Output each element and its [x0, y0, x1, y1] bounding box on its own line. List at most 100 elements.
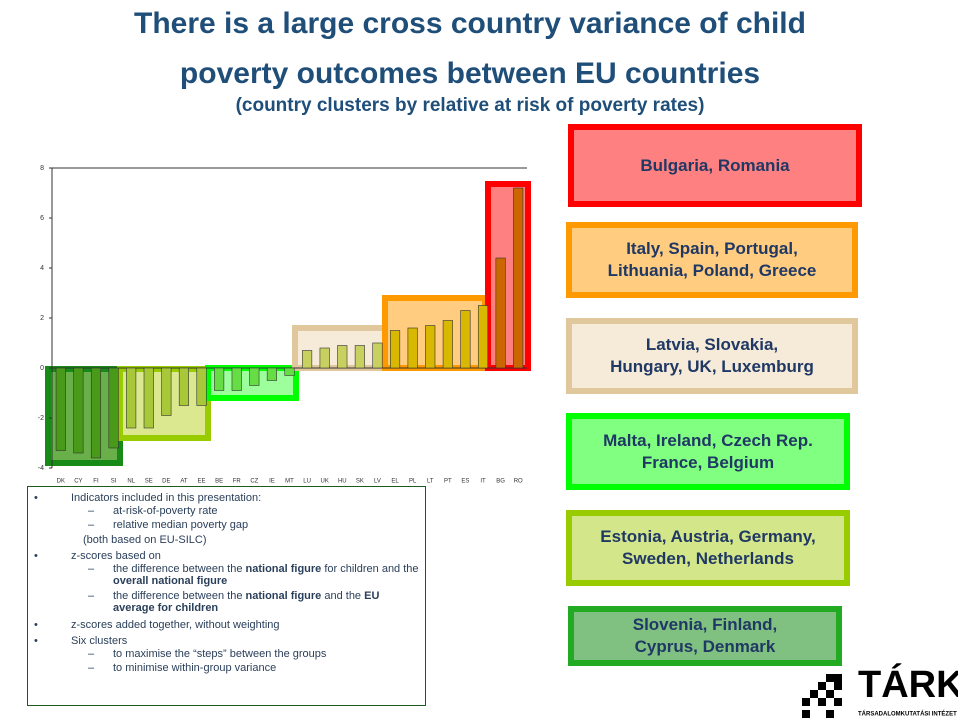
x-tick-label: SK [356, 479, 364, 485]
note-sub: the difference between the national figu… [28, 563, 419, 588]
logo-subtitle: TÁRSADALOMKUTATÁSI INTÉZET RT. [858, 710, 958, 718]
bar [407, 327, 418, 369]
bar [126, 367, 137, 429]
bar [319, 347, 330, 369]
y-tick-label: -2 [38, 415, 44, 422]
note-part: for children and the [321, 562, 419, 575]
cluster-line: France, Belgium [641, 452, 775, 472]
bar [231, 367, 242, 391]
x-tick-label: EL [391, 479, 399, 485]
note-part: and the [321, 589, 365, 602]
note-sub: to minimise within-group variance [28, 662, 419, 675]
x-tick-label: MT [285, 479, 294, 485]
bar [90, 367, 102, 459]
x-tick-label: RO [514, 479, 523, 485]
x-tick-label: LV [374, 479, 381, 485]
x-tick-label: DK [57, 479, 65, 485]
y-tick-label: 4 [40, 265, 44, 272]
note-after: (both based on EU-SILC) [83, 533, 207, 546]
y-tick-label: 8 [40, 165, 44, 172]
cluster-line: Malta, Ireland, Czech Rep. [603, 430, 813, 450]
bar [73, 367, 84, 454]
cluster-line: Estonia, Austria, Germany, [600, 527, 816, 546]
notes: Indicators included in this presentation… [27, 486, 426, 706]
note-text: z-scores added together, without weighti… [71, 618, 280, 631]
note-text: z-scores based on [71, 550, 161, 562]
cluster-line: Hungary, UK, Luxemburg [610, 357, 814, 376]
chart: -4 -2 0 2 4 6 8 DK CY FI SI NL SE DE AT EE BE FR CZ IE MT LU U… [38, 165, 531, 485]
note-sub: the difference between the national figu… [28, 590, 419, 615]
bar [161, 367, 172, 416]
note-part: national figure [245, 589, 322, 602]
bar [354, 345, 365, 369]
x-tick-label: FR [233, 479, 242, 485]
note-part: the difference between the [113, 589, 246, 602]
bar [460, 310, 471, 369]
bar [196, 367, 207, 406]
x-tick-label: SE [145, 479, 153, 485]
cluster-line: Lithuania, Poland, Greece [607, 261, 817, 280]
subtitle: (country clusters by relative at risk of… [235, 95, 705, 116]
x-tick-label: SI [111, 479, 117, 485]
note-part: the difference between the [113, 562, 246, 575]
cluster-label: Latvia, Slovakia, Hungary, UK, Luxemburg [566, 318, 858, 394]
x-tick-label: LT [427, 479, 434, 485]
cluster-line: Bulgaria, Romania [640, 155, 790, 175]
x-tick-label: BG [496, 479, 505, 485]
bar [302, 350, 313, 369]
note-part: at-risk-of-poverty rate [113, 504, 218, 517]
note-sub: at-risk-of-poverty rate [28, 505, 419, 518]
x-tick-label: EE [198, 479, 206, 485]
logo-icon [802, 674, 842, 718]
bar [249, 367, 260, 386]
x-tick-label: NL [127, 479, 135, 485]
bar [284, 367, 295, 376]
x-tick-label: HU [338, 479, 347, 485]
bar [266, 367, 277, 381]
bar [477, 305, 489, 369]
bar [425, 325, 436, 369]
note-text: Six clusters [71, 635, 128, 647]
cluster-label: Estonia, Austria, Germany, Sweden, Nether… [566, 510, 850, 586]
x-tick-label: DE [162, 479, 170, 485]
note-item: Six clustersto maximise the “steps” betw… [28, 635, 419, 675]
cluster-line: Italy, Spain, Portugal, [626, 239, 798, 258]
note-part: to maximise the “steps” between the grou… [113, 647, 327, 660]
x-tick-label: IT [480, 479, 486, 485]
cluster-line: Latvia, Slovakia, [645, 335, 779, 354]
bar [178, 367, 189, 406]
y-tick-label: 2 [40, 315, 44, 322]
cluster-label: Slovenia, Finland, Cyprus, Denmark [568, 606, 842, 666]
bar [214, 367, 225, 391]
note-part: overall national figure [113, 575, 228, 587]
cluster-label: Italy, Spain, Portugal, Lithuania, Poland… [566, 222, 858, 298]
x-tick-label: UK [321, 479, 329, 485]
note-item: Indicators included in this presentation… [28, 492, 419, 546]
bar [513, 187, 524, 369]
logo: TÁRKI TÁRSADALOMKUTATÁSI INTÉZET RT. [802, 662, 958, 718]
bar [390, 330, 401, 369]
logo-name: TÁRKI [858, 662, 958, 706]
note-sub: to maximise the “steps” between the grou… [28, 648, 419, 661]
x-tick-label: PT [444, 479, 452, 485]
cluster-line: Slovenia, Finland, [632, 615, 778, 634]
bar [495, 257, 506, 369]
note-item: z-scores based onthe difference between … [28, 550, 419, 615]
cluster-label: Malta, Ireland, Czech Rep. France, Belgiu… [566, 413, 850, 490]
x-tick-label: CZ [250, 479, 258, 485]
note-item: z-scores added together, without weighti… [28, 619, 419, 632]
x-tick-label: IE [269, 479, 275, 485]
cluster-line: Sweden, Netherlands [622, 549, 794, 568]
y-tick-label: 6 [40, 215, 44, 222]
bar [143, 367, 154, 429]
x-tick-label: ES [461, 479, 469, 485]
bar [337, 345, 348, 369]
title-line: There is a large cross country variance … [134, 7, 806, 40]
cluster-label: Bulgaria, Romania [568, 124, 862, 207]
note-sub: relative median poverty gap [28, 519, 419, 532]
x-tick-label: LU [303, 479, 311, 485]
bar [108, 367, 119, 449]
bar [372, 342, 383, 369]
y-tick-label: -4 [38, 465, 44, 472]
x-tick-label: BE [215, 479, 223, 485]
